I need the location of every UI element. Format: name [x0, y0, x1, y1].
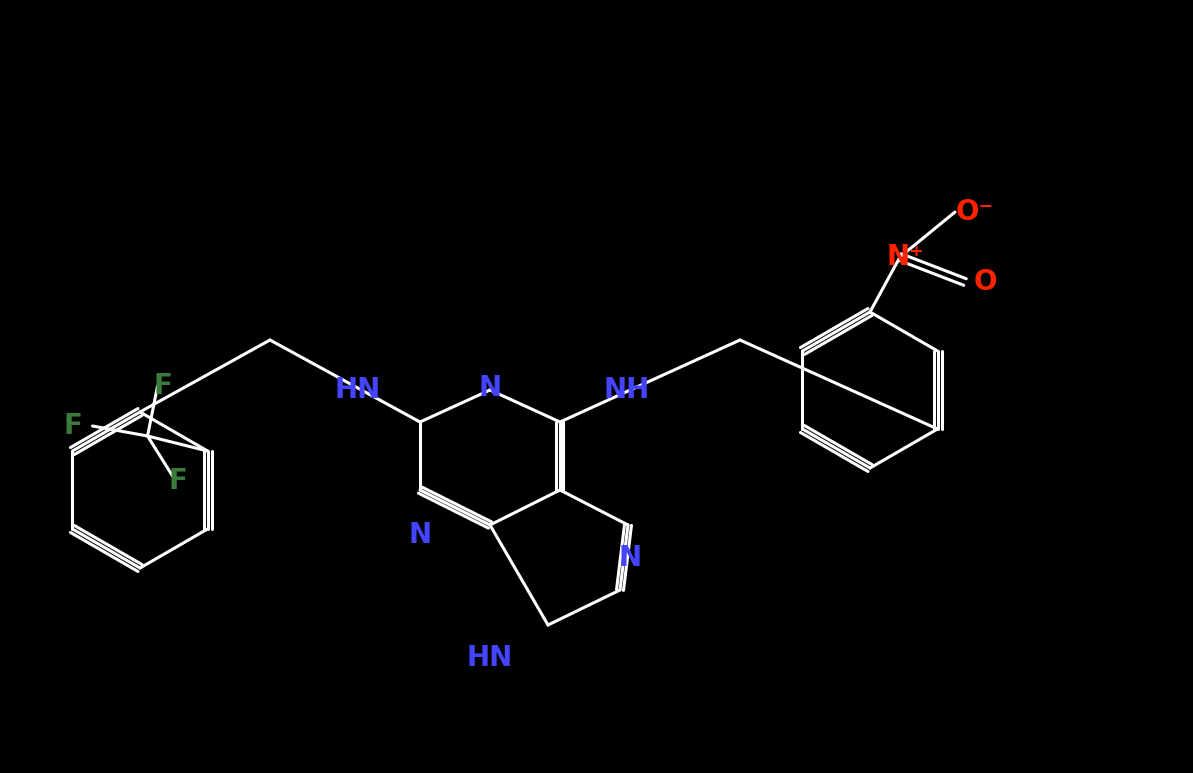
- Text: O: O: [973, 268, 996, 296]
- Text: F: F: [153, 372, 172, 400]
- Text: HN: HN: [466, 644, 513, 672]
- Text: N: N: [408, 521, 432, 549]
- Text: N: N: [478, 374, 501, 402]
- Text: N: N: [618, 544, 642, 572]
- Text: HN: HN: [335, 376, 381, 404]
- Text: O⁻: O⁻: [956, 198, 994, 226]
- Text: NH: NH: [604, 376, 650, 404]
- Text: N⁺: N⁺: [886, 243, 923, 271]
- Text: F: F: [63, 412, 82, 440]
- Text: F: F: [168, 467, 187, 495]
